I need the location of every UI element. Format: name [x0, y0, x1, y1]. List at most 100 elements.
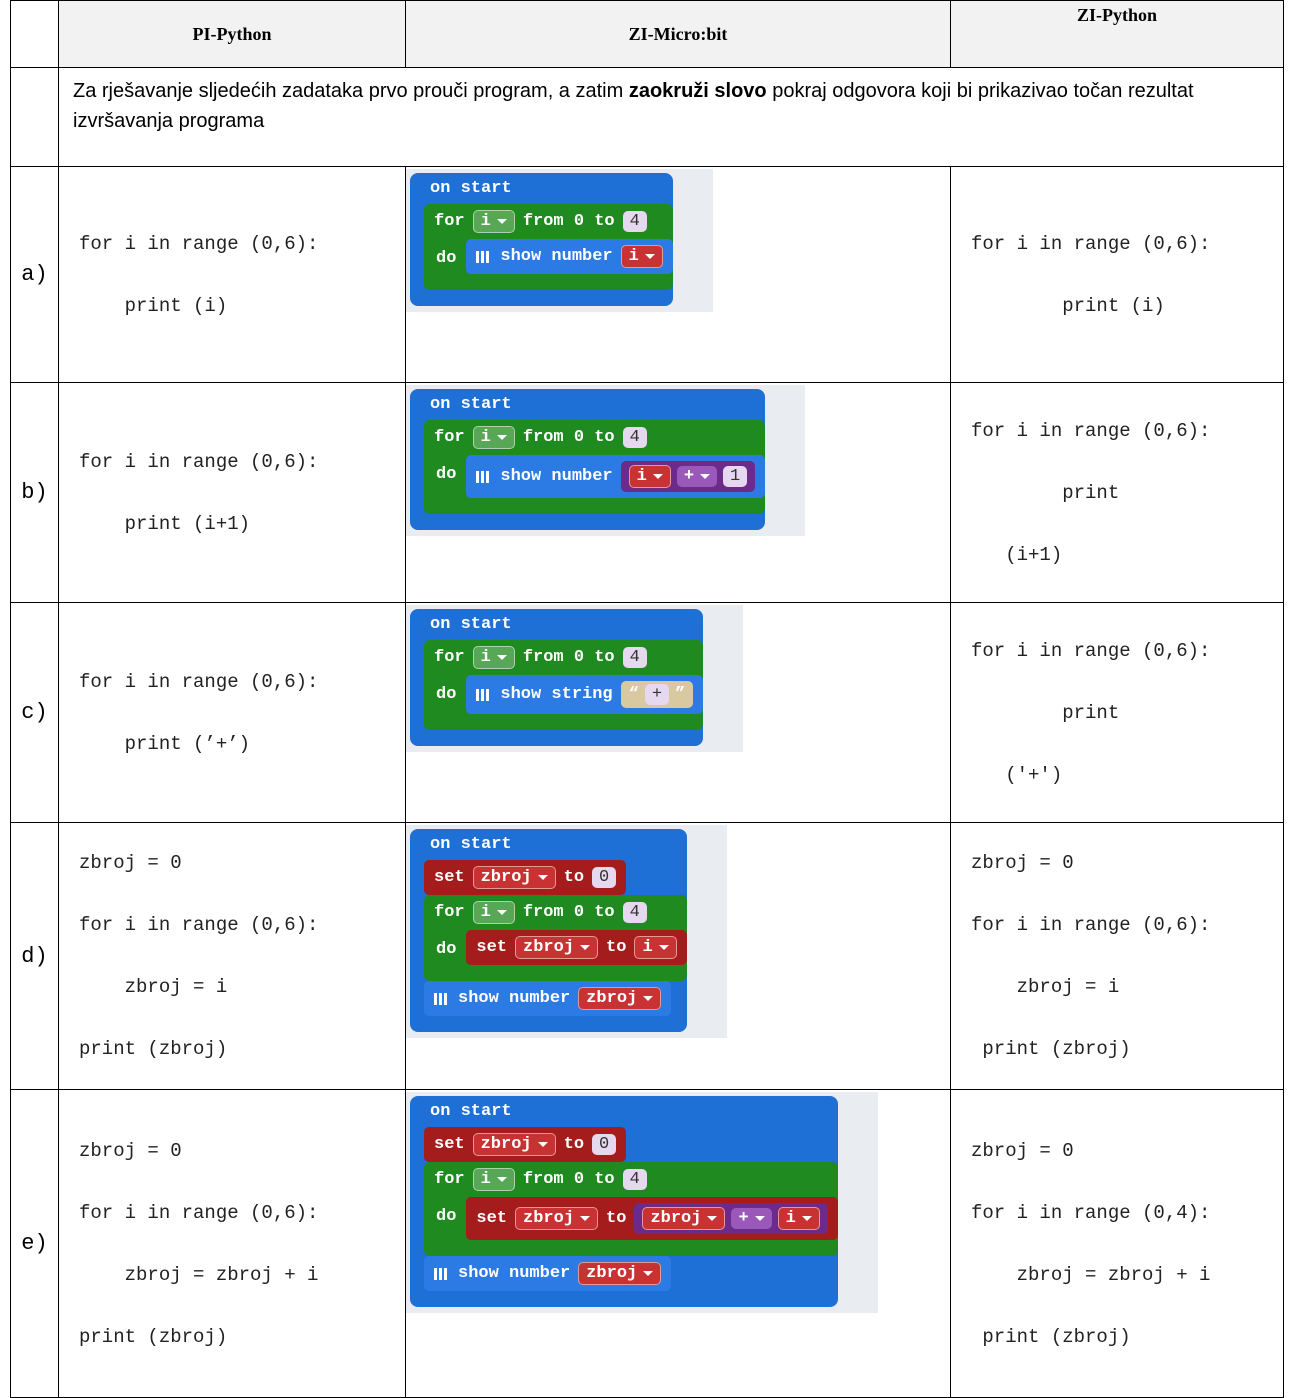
variable-pill: zbroj — [642, 1207, 726, 1230]
operator-pill: + — [731, 1208, 772, 1229]
grid-icon — [476, 470, 491, 483]
loop-block: for i from 0 to 4 do set zbroj to zbroj + i — [424, 1162, 838, 1256]
event-body: for i from 0 to 4 do show string “ + ” — [424, 640, 704, 730]
pi-python-code: for i in range (0,6): print (i+1) — [58, 382, 406, 603]
block-text: to — [563, 1135, 585, 1154]
variable-pill: i — [472, 426, 515, 449]
header-cell: ZI-Python — [950, 0, 1284, 68]
event-body: for i from 0 to 4 do show number i — [424, 204, 673, 290]
code-line: print (zbroj) — [79, 1325, 228, 1348]
grid-icon — [434, 1267, 448, 1280]
code-line: print (i+1) — [79, 512, 251, 535]
code-line: for i in range (0,6): — [971, 232, 1211, 255]
number-pill: + — [644, 684, 670, 705]
microbit-blocks: on start for i from 0 to 4 do show number i +1 — [405, 382, 951, 603]
exercise-row: e) zbroj = 0 for i in range (0,6): zbroj =… — [10, 1089, 1284, 1398]
on-start-block: on start for i from 0 to 4 do show number i — [410, 173, 673, 306]
set-block: set zbroj to zbroj + i — [466, 1197, 838, 1240]
block-text: to — [606, 1209, 627, 1228]
pi-python-code: zbroj = 0 for i in range (0,6): zbroj = i… — [58, 822, 406, 1090]
hat-label: on start — [430, 395, 512, 414]
microbit-blocks: on start set zbroj to 0 for i from 0 to 4 do set zb… — [405, 1089, 951, 1398]
do-label: do — [436, 685, 457, 704]
block-text: to — [563, 868, 585, 887]
code-line: for i in range (0,6): — [79, 670, 319, 693]
block-text: from 0 to — [522, 212, 615, 231]
code-line: for i in range (0,6): — [971, 639, 1211, 662]
hat-label: on start — [430, 615, 512, 634]
instruction-text: Za rješavanje sljedećih zadataka prvo pr… — [73, 80, 629, 102]
microbit-blocks: on start for i from 0 to 4 do show number i — [405, 166, 951, 383]
row-label: e) — [10, 1089, 59, 1398]
microbit-blocks: on start set zbroj to 0 for i from 0 to 4 do set zb… — [405, 822, 951, 1090]
zi-python-code: for i in range (0,6): print (i+1) — [950, 382, 1284, 603]
code-line: ('+') — [971, 763, 1063, 786]
variable-pill: i — [777, 1207, 820, 1230]
exercise-row: a) for i in range (0,6): print (i) on star… — [10, 166, 1284, 383]
number-pill: 0 — [592, 1134, 617, 1155]
block-text: show number — [458, 989, 571, 1008]
code-line: zbroj = 0 — [971, 1139, 1074, 1162]
variable-pill: zbroj — [472, 866, 556, 889]
block-text: “ — [628, 685, 639, 704]
code-line: print (zbroj) — [79, 1038, 228, 1060]
loop-head: for i from 0 to 4 — [424, 420, 765, 455]
code-line: print (i) — [79, 294, 228, 317]
do-label: do — [436, 465, 457, 484]
on-start-block: on start set zbroj to 0 for i from 0 to 4 do set zb… — [410, 829, 687, 1032]
block-text: set — [434, 868, 465, 887]
number-pill: 4 — [622, 211, 647, 232]
string-block: “ + ” — [620, 681, 694, 708]
instruction-text: pokraj odgovora koji bi prikazivao točan… — [73, 80, 1194, 132]
loop-block: for i from 0 to 4 do set zbroj to i — [424, 895, 687, 981]
event-body: set zbroj to 0 for i from 0 to 4 do set zbroj to zbr… — [424, 1127, 838, 1291]
code-line: for i in range (0,6): — [79, 1201, 319, 1224]
header-row: PI-Python ZI-Micro:bit ZI-Python — [10, 0, 1284, 68]
show-block: show number i +1 — [466, 455, 766, 498]
loop-body: set zbroj to i — [466, 930, 687, 965]
loop-head: for i from 0 to 4 — [424, 1162, 838, 1197]
zi-python-code: for i in range (0,6): print (i) — [950, 166, 1284, 383]
number-pill: 4 — [622, 427, 647, 448]
zi-python-code: for i in range (0,6): print ('+') — [950, 602, 1284, 823]
do-label: do — [436, 1207, 457, 1226]
loop-do: do set zbroj to zbroj + i — [424, 1197, 838, 1240]
number-pill: 1 — [723, 466, 748, 487]
block-workspace: on start for i from 0 to 4 do show string “ + ” — [406, 605, 744, 752]
loop-do: do show number i +1 — [424, 455, 766, 498]
block-text: for — [434, 1170, 465, 1189]
block-text: to — [606, 938, 627, 957]
code-line: print — [971, 481, 1120, 504]
instruction-bold: zaokruži slovo — [628, 80, 767, 102]
code-line: zbroj = 0 — [79, 852, 182, 874]
block-text: show number — [458, 1264, 571, 1283]
block-text: ” — [675, 685, 686, 704]
block-text: set — [434, 1135, 465, 1154]
block-text: show number — [500, 467, 613, 486]
code-line: zbroj = zbroj + i — [971, 1263, 1211, 1286]
variable-pill: zbroj — [472, 1133, 556, 1156]
variable-pill: i — [472, 1168, 515, 1191]
exercise-row: c) for i in range (0,6): print (’+’) on st… — [10, 602, 1284, 823]
loop-block: for i from 0 to 4 do show number i — [424, 204, 673, 290]
loop-block: for i from 0 to 4 do show string “ + ” — [424, 640, 704, 730]
number-pill: 4 — [622, 647, 647, 668]
microbit-blocks: on start for i from 0 to 4 do show string “ + ” — [405, 602, 951, 823]
code-line: print (zbroj) — [971, 1038, 1131, 1060]
block-text: from 0 to — [522, 648, 615, 667]
variable-pill: i — [628, 465, 671, 488]
block-text: show string — [500, 685, 613, 704]
loop-body: set zbroj to zbroj + i — [466, 1197, 838, 1240]
variable-pill: zbroj — [578, 987, 662, 1010]
block-workspace: on start set zbroj to 0 for i from 0 to 4 do set zb… — [406, 825, 727, 1038]
grid-icon — [476, 688, 491, 701]
operator-pill: + — [676, 466, 718, 487]
header-cell: ZI-Micro:bit — [405, 0, 951, 68]
loop-body: show string “ + ” — [466, 675, 704, 714]
set-block: set zbroj to 0 — [424, 860, 627, 895]
code-line: for i in range (0,6): — [971, 419, 1211, 442]
loop-block: for i from 0 to 4 do show number i +1 — [424, 420, 766, 514]
grid-icon — [476, 250, 491, 263]
variable-pill: i — [472, 901, 515, 924]
block-text: set — [476, 938, 508, 957]
